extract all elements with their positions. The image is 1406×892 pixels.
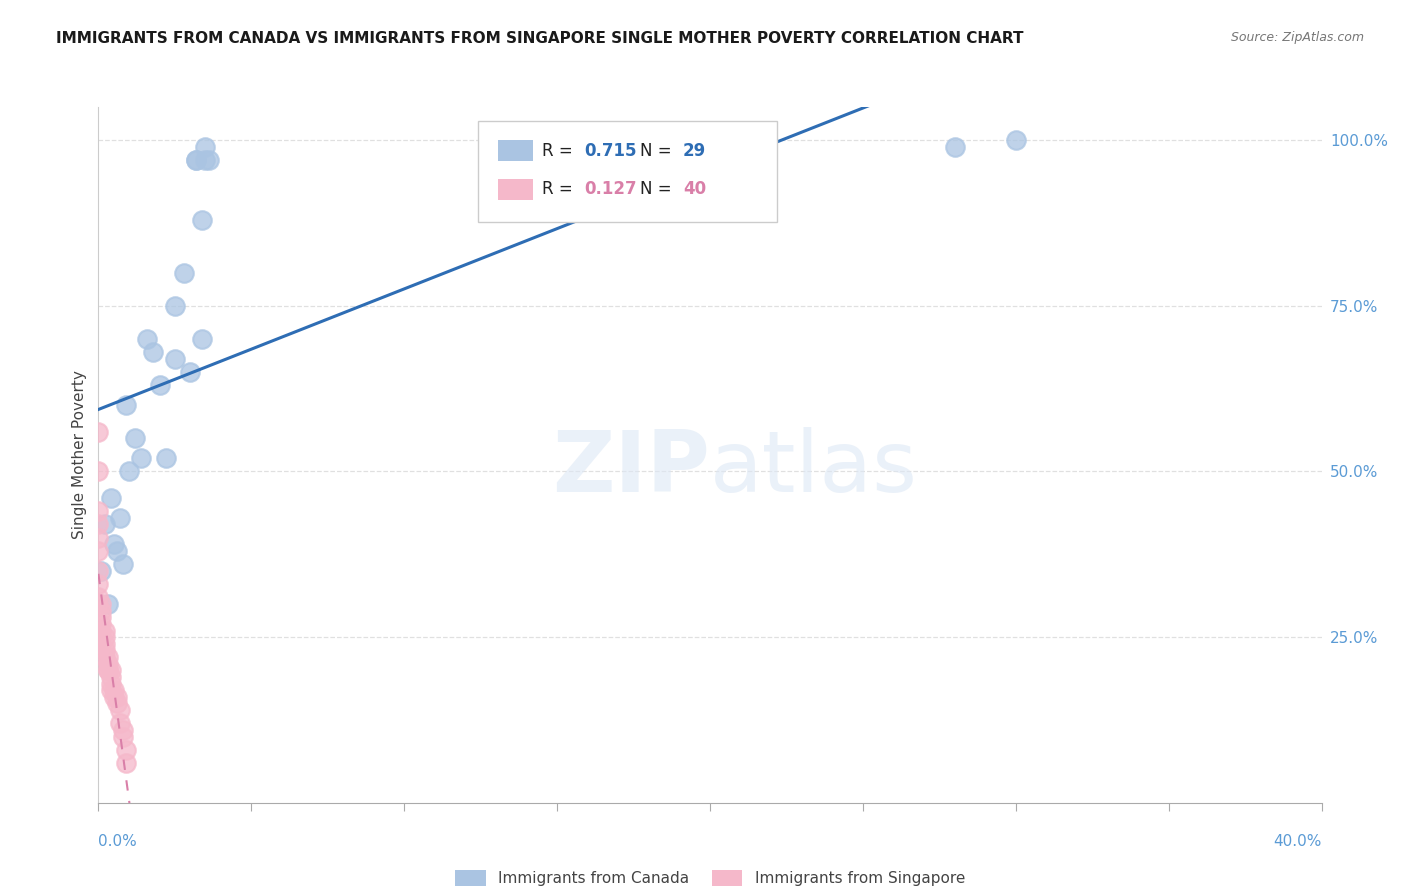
Point — [100, 683, 122, 698]
Text: ZIP: ZIP — [553, 427, 710, 510]
Point — [105, 544, 128, 558]
Point — [97, 663, 120, 677]
Text: 40: 40 — [683, 180, 706, 198]
Point — [124, 431, 146, 445]
Point — [97, 663, 120, 677]
Text: 29: 29 — [683, 142, 706, 160]
Point — [100, 676, 122, 690]
Text: 0.0%: 0.0% — [98, 834, 138, 849]
Point — [194, 153, 217, 167]
Point — [118, 465, 141, 479]
Point — [93, 630, 115, 644]
Point — [100, 491, 122, 505]
Text: 0.715: 0.715 — [583, 142, 637, 160]
Text: R =: R = — [543, 180, 578, 198]
Y-axis label: Single Mother Poverty: Single Mother Poverty — [72, 370, 87, 540]
Point — [87, 544, 110, 558]
Point — [103, 683, 125, 698]
FancyBboxPatch shape — [498, 178, 533, 200]
Point — [115, 756, 138, 770]
Point — [136, 332, 159, 346]
Point — [115, 743, 138, 757]
Point — [93, 637, 115, 651]
Point — [142, 345, 165, 359]
Point — [173, 266, 195, 280]
Point — [111, 730, 134, 744]
Text: atlas: atlas — [710, 427, 918, 510]
Text: R =: R = — [543, 142, 578, 160]
Text: 0.127: 0.127 — [583, 180, 637, 198]
Point — [108, 716, 131, 731]
Point — [90, 604, 112, 618]
FancyBboxPatch shape — [478, 121, 778, 222]
Point — [87, 577, 110, 591]
Point — [186, 153, 208, 167]
Point — [155, 451, 177, 466]
Point — [87, 531, 110, 545]
Text: N =: N = — [640, 180, 678, 198]
Point — [149, 378, 172, 392]
Point — [103, 690, 125, 704]
Text: 40.0%: 40.0% — [1274, 834, 1322, 849]
Point — [111, 723, 134, 737]
Point — [93, 624, 115, 638]
Point — [90, 564, 112, 578]
Point — [103, 537, 125, 551]
Point — [197, 153, 219, 167]
Point — [129, 451, 152, 466]
Point — [111, 558, 134, 572]
Point — [100, 663, 122, 677]
Point — [93, 643, 115, 657]
Point — [93, 517, 115, 532]
Text: N =: N = — [640, 142, 678, 160]
Point — [90, 597, 112, 611]
Point — [93, 650, 115, 665]
Point — [87, 465, 110, 479]
Point — [87, 517, 110, 532]
Point — [191, 332, 214, 346]
Point — [97, 657, 120, 671]
Point — [87, 564, 110, 578]
Point — [186, 153, 208, 167]
Legend: Immigrants from Canada, Immigrants from Singapore: Immigrants from Canada, Immigrants from … — [449, 864, 972, 892]
Point — [105, 690, 128, 704]
Point — [191, 212, 214, 227]
Point — [97, 650, 120, 665]
Point — [87, 597, 110, 611]
Point — [163, 299, 186, 313]
Point — [179, 365, 201, 379]
FancyBboxPatch shape — [498, 140, 533, 161]
Point — [90, 610, 112, 624]
Point — [108, 703, 131, 717]
Point — [576, 153, 599, 167]
Point — [87, 591, 110, 605]
Point — [163, 351, 186, 366]
Point — [97, 597, 120, 611]
Point — [115, 398, 138, 412]
Point — [1004, 133, 1026, 147]
Point — [943, 140, 966, 154]
Point — [194, 140, 217, 154]
Point — [90, 637, 112, 651]
Point — [105, 697, 128, 711]
Point — [87, 504, 110, 518]
Text: IMMIGRANTS FROM CANADA VS IMMIGRANTS FROM SINGAPORE SINGLE MOTHER POVERTY CORREL: IMMIGRANTS FROM CANADA VS IMMIGRANTS FRO… — [56, 31, 1024, 46]
Point — [90, 630, 112, 644]
Point — [100, 670, 122, 684]
Text: Source: ZipAtlas.com: Source: ZipAtlas.com — [1230, 31, 1364, 45]
Point — [108, 511, 131, 525]
Point — [87, 425, 110, 439]
Point — [90, 624, 112, 638]
Point — [90, 616, 112, 631]
